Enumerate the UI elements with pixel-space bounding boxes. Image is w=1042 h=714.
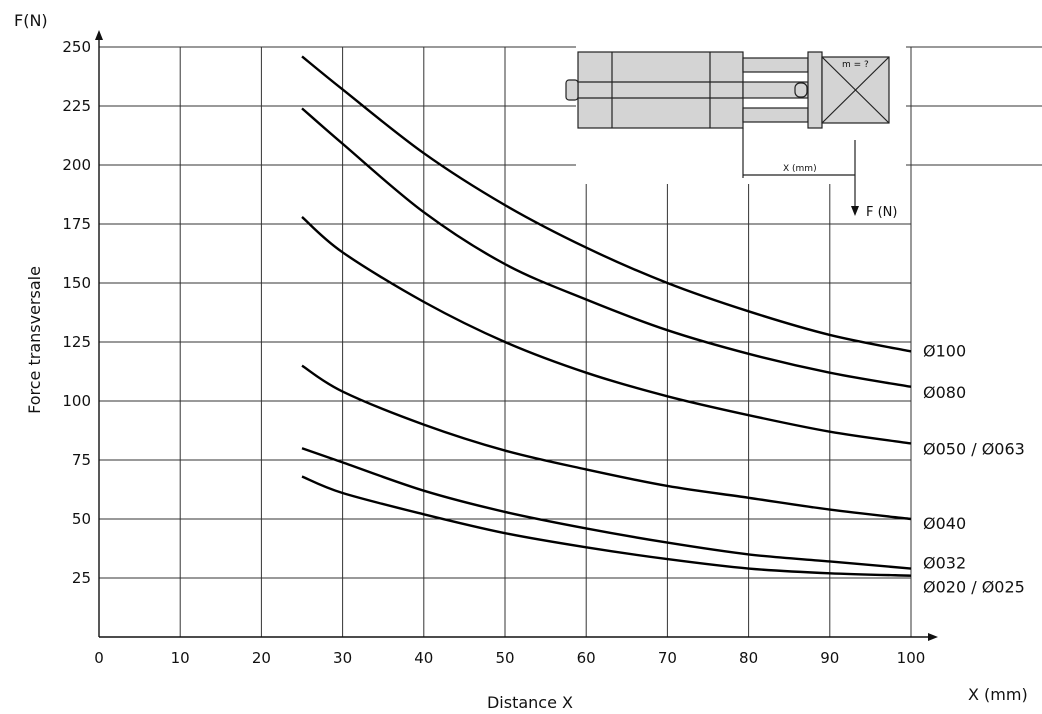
series-line [301,107,912,389]
y-tick-label: 250 [62,38,91,56]
y-tick-label: 100 [62,392,91,410]
series: Ø100 Ø080 Ø050 / Ø063 Ø040 Ø032 Ø020 / Ø025 [301,55,1025,597]
guide-rod-bottom [742,107,809,123]
x-tick-label: 40 [414,649,433,667]
front-plate [807,51,823,129]
x-unit-label: X (mm) [968,685,1028,704]
series-label: Ø040 [923,514,966,533]
series-label: Ø032 [923,554,966,573]
mass-label: m = ? [842,60,869,70]
series-line [301,447,912,570]
y-tick-label: 125 [62,333,91,351]
series-line [301,216,912,445]
x-tick-label: 0 [94,649,104,667]
axes [95,30,938,641]
y-tick-label: 200 [62,156,91,174]
series-line [301,475,912,577]
series-label: Ø080 [923,383,966,402]
y-tick-label: 175 [62,215,91,233]
series-label: Ø050 / Ø063 [923,439,1025,458]
cylinder-diagram: m = ? X (mm) F (N) [565,44,906,220]
x-tick-label: 50 [495,649,514,667]
x-tick-label: 80 [739,649,758,667]
series-label: Ø100 [923,341,966,360]
x-axis-title: Distance X [487,693,573,712]
series-line [301,55,912,353]
y-unit-label: F(N) [14,11,48,30]
cylinder-end-cap [565,79,579,101]
x-tick-label: 30 [333,649,352,667]
series-label: Ø020 / Ø025 [923,578,1025,597]
x-tick-label: 70 [658,649,677,667]
y-tick-label: 225 [62,97,91,115]
tick-labels: 0 10 20 30 40 50 60 70 80 90 100 25 50 75 100 125 150 175… [62,38,925,667]
distance-label: X (mm) [783,164,817,174]
x-axis-arrow [928,633,938,641]
mass-diagonal-2 [821,56,890,124]
y-axis-title: Force transversale [25,266,44,414]
series-line [301,364,912,521]
x-tick-label: 10 [171,649,190,667]
y-axis-arrow [95,30,103,40]
y-tick-label: 75 [72,451,91,469]
force-label: F (N) [866,205,897,220]
guide-rod-top [742,57,809,73]
y-tick-label: 150 [62,274,91,292]
force-arrow-head [851,206,859,216]
x-tick-label: 20 [252,649,271,667]
x-tick-label: 90 [820,649,839,667]
y-tick-label: 50 [72,510,91,528]
x-tick-label: 100 [897,649,926,667]
y-tick-label: 25 [72,569,91,587]
x-tick-label: 60 [577,649,596,667]
cylinder-body [577,51,744,129]
rod-end [794,82,808,98]
